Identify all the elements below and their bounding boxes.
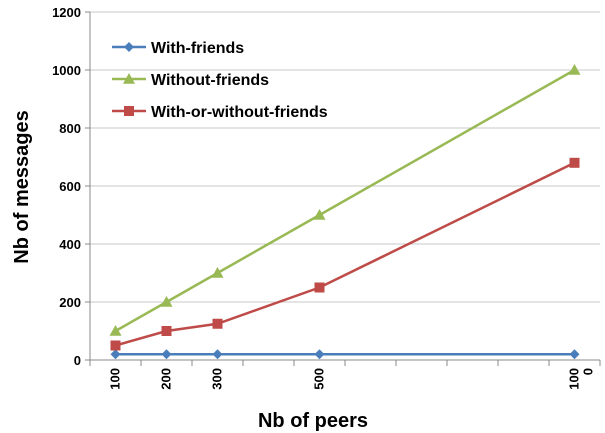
data-point <box>569 349 580 360</box>
x-axis-title: Nb of peers <box>258 410 368 432</box>
y-axis-title: Nb of messages <box>11 110 33 263</box>
data-point <box>569 157 580 168</box>
data-point <box>110 340 121 351</box>
data-point <box>313 209 326 220</box>
legend-swatch-marker <box>124 42 134 52</box>
legend-entry: With-or-without-friends <box>112 104 328 121</box>
y-tick-label: 400 <box>59 237 81 252</box>
y-tick-label: 1200 <box>52 5 81 20</box>
series-without-friends <box>109 64 581 336</box>
series-line <box>115 161 576 347</box>
y-tick-label: 600 <box>59 179 81 194</box>
legend: With-friends Without-friends With-or-witho… <box>112 40 328 121</box>
y-tick-label: 800 <box>59 121 81 136</box>
data-point <box>109 325 122 336</box>
legend-entry: Without-friends <box>112 72 269 89</box>
x-tick-label: 500 <box>312 368 327 390</box>
legend-label: Without-friends <box>151 72 269 89</box>
legend-label: With-friends <box>151 40 244 57</box>
series-with-friends <box>110 349 580 360</box>
y-tick-label: 0 <box>74 353 81 368</box>
data-point <box>160 296 173 307</box>
data-point <box>161 349 172 360</box>
x-tick-label: 100 <box>108 368 123 390</box>
data-point <box>161 326 172 336</box>
y-tick-label: 200 <box>59 295 81 310</box>
x-tick-label: 300 <box>210 368 225 390</box>
legend-swatch-marker <box>123 73 135 84</box>
series-group <box>109 64 581 360</box>
legend-swatch-marker <box>124 106 134 116</box>
series-with-or-without-friends <box>110 157 580 351</box>
data-point <box>314 349 325 360</box>
gridlines <box>90 11 600 303</box>
legend-entry: With-friends <box>112 40 244 57</box>
x-tick-label: 1000 <box>567 368 596 390</box>
data-point <box>110 349 121 360</box>
x-tick-label: 200 <box>159 368 174 390</box>
legend-label: With-or-without-friends <box>151 104 328 121</box>
x-tick-labels: 100 200 300 500 1000 <box>108 368 596 390</box>
data-point <box>314 282 325 293</box>
y-tick-label: 1000 <box>52 63 81 78</box>
data-point <box>568 64 581 75</box>
data-point <box>211 267 224 278</box>
data-point <box>212 318 223 329</box>
axes <box>85 11 601 366</box>
data-point <box>212 349 223 360</box>
y-tick-labels: 0 200 400 600 800 1000 1200 <box>52 5 81 368</box>
